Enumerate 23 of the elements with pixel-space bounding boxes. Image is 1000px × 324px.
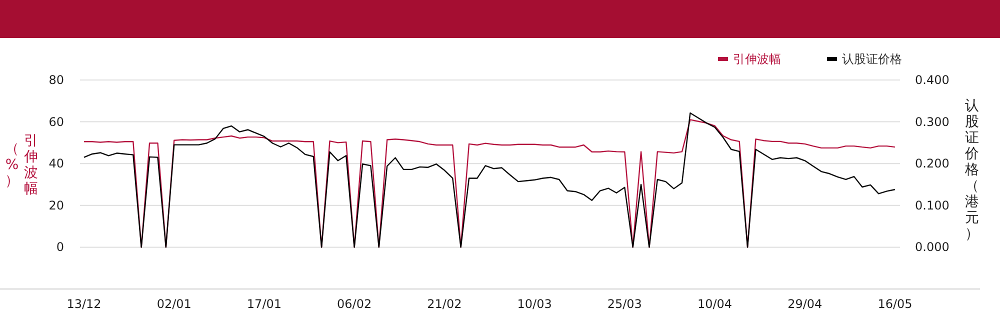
y2-tick-label: 0.400 [915,73,950,87]
y-tick-label: 60 [48,114,64,129]
y2-tick-label: 0.300 [915,114,950,129]
legend-label: 认股证价格 [842,52,902,66]
text: 认股证价格（港元） [965,98,979,242]
x-tick-label: 10/03 [517,297,552,311]
y2-tick-label: 0.200 [915,156,950,171]
x-tick-label: 02/01 [156,297,192,311]
y-tick-label: 40 [48,156,64,171]
x-tick-label: 17/01 [246,297,282,311]
legend-label: 引伸波幅 [733,52,781,66]
x-tick-label: 16/05 [878,297,912,311]
x-tick-label: 21/02 [427,297,462,311]
y-tick-label: 0 [56,240,64,254]
y2-tick-label: 0.000 [915,240,950,254]
x-tick-label: 25/03 [607,297,642,311]
x-tick-label: 10/04 [697,297,732,311]
y-tick-label: 20 [48,198,64,212]
x-tick-label: 29/04 [788,297,822,311]
y-tick-label: 80 [48,73,64,87]
x-tick-label: 13/12 [66,297,102,311]
x-tick-label: 06/02 [337,297,372,311]
y2-tick-label: 0.100 [915,198,950,212]
